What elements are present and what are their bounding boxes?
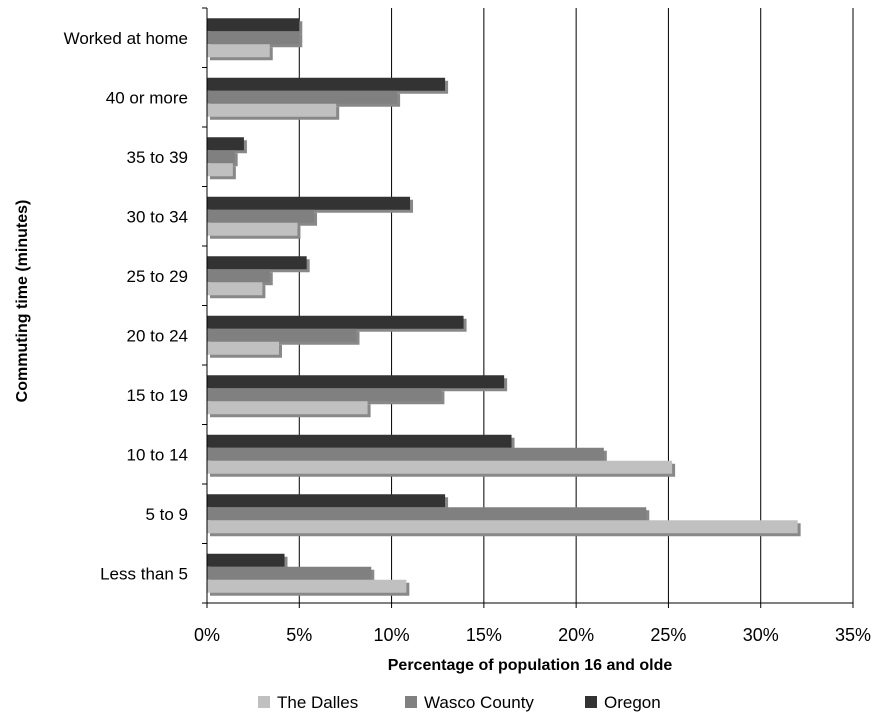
legend-swatch <box>585 696 597 708</box>
bar-oregon <box>207 553 285 567</box>
x-axis-title: Percentage of population 16 and olde <box>388 657 673 674</box>
bar-oregon <box>207 494 446 508</box>
category-label: 25 to 29 <box>127 267 188 286</box>
category-labels: Less than 5 5 to 9 10 to 14 15 to 19 20 to 2… <box>64 29 188 584</box>
bar-oregon <box>207 77 446 91</box>
x-tick-label: 35% <box>835 625 871 645</box>
bar-oregon <box>207 434 512 448</box>
bar-the-dalles <box>207 520 798 534</box>
bar-the-dalles <box>207 460 673 474</box>
legend-label: Oregon <box>604 693 661 712</box>
bar-the-dalles <box>207 401 368 415</box>
x-tick-label: 5% <box>286 625 312 645</box>
category-label: 15 to 19 <box>127 386 188 405</box>
category-label: 5 to 9 <box>145 505 188 524</box>
bar-wasco-county <box>207 328 357 342</box>
bar-wasco-county <box>207 388 442 402</box>
x-tick-label: 20% <box>558 625 594 645</box>
x-tick-label: 25% <box>650 625 686 645</box>
x-tick-label: 30% <box>743 625 779 645</box>
bar-wasco-county <box>207 90 398 104</box>
bar-the-dalles <box>207 341 279 355</box>
bar-the-dalles <box>207 282 263 296</box>
category-label: 10 to 14 <box>127 445 188 464</box>
bar-oregon <box>207 256 307 270</box>
x-tick-label: 10% <box>374 625 410 645</box>
bar-the-dalles <box>207 163 233 177</box>
bars <box>207 18 801 596</box>
bar-wasco-county <box>207 150 235 164</box>
legend-label: Wasco County <box>424 693 534 712</box>
bar-the-dalles <box>207 222 298 236</box>
x-tick-label: 0% <box>194 625 220 645</box>
bar-oregon <box>207 196 411 210</box>
bar-wasco-county <box>207 269 270 283</box>
bar-the-dalles <box>207 579 407 593</box>
category-label: 30 to 34 <box>127 207 188 226</box>
gridlines <box>298 8 854 603</box>
bar-wasco-county <box>207 566 372 580</box>
axes <box>202 7 854 608</box>
bar-oregon <box>207 18 300 32</box>
bar-the-dalles <box>207 44 270 58</box>
bar-oregon <box>207 137 244 151</box>
category-label: 35 to 39 <box>127 148 188 167</box>
bar-wasco-county <box>207 31 300 45</box>
x-tick-label: 15% <box>466 625 502 645</box>
bar-wasco-county <box>207 507 647 521</box>
bar-wasco-county <box>207 447 604 461</box>
y-axis-title: Commuting time (minutes) <box>14 200 31 403</box>
category-label: Less than 5 <box>100 564 188 583</box>
legend-swatch <box>258 696 270 708</box>
bar-wasco-county <box>207 209 315 223</box>
category-label: 40 or more <box>106 88 188 107</box>
legend: The Dalles Wasco County Oregon <box>258 693 661 712</box>
legend-swatch <box>405 696 417 708</box>
category-label: 20 to 24 <box>127 326 188 345</box>
x-tick-labels: 0% 5% 10% 15% 20% 25% 30% 35% <box>194 625 871 645</box>
bar-oregon <box>207 375 505 389</box>
bar-oregon <box>207 315 464 329</box>
legend-label: The Dalles <box>277 693 358 712</box>
category-label: Worked at home <box>64 29 188 48</box>
bar-the-dalles <box>207 103 337 117</box>
